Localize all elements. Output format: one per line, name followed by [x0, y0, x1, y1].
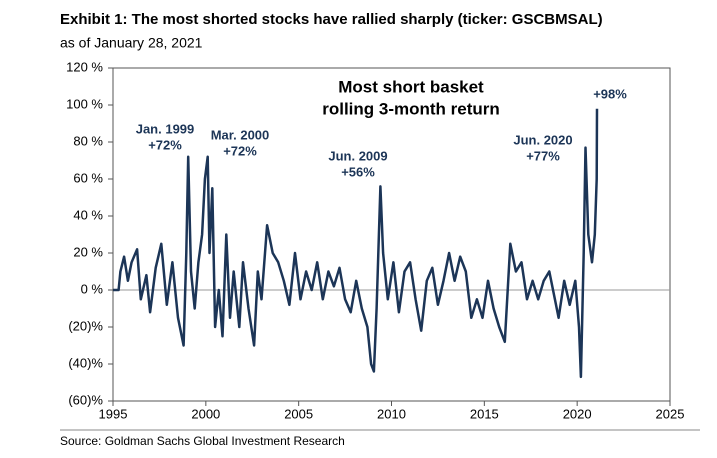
y-tick-label: 60 %	[73, 170, 103, 185]
x-tick-label: 2020	[563, 406, 592, 421]
annotation: Most short basket	[338, 77, 484, 96]
source: Source: Goldman Sachs Global Investment …	[60, 434, 345, 448]
annotation: Jan. 1999	[136, 121, 195, 136]
x-tick-label: 2005	[284, 406, 313, 421]
x-tick-label: 2025	[656, 406, 685, 421]
chart-title: Exhibit 1: The most shorted stocks have …	[60, 11, 603, 28]
y-tick-label: 0 %	[81, 281, 104, 296]
x-tick-label: 1995	[99, 406, 128, 421]
x-tick-label: 2010	[377, 406, 406, 421]
annotation: +72%	[223, 143, 257, 158]
annotation: Jun. 2020	[513, 132, 572, 147]
annotation: Jun. 2009	[328, 148, 387, 163]
annotation: Mar. 2000	[211, 127, 270, 142]
annotation: +72%	[148, 137, 182, 152]
y-tick-label: (60)%	[68, 392, 103, 407]
y-tick-label: 120 %	[66, 59, 103, 74]
x-tick-label: 2000	[191, 406, 220, 421]
y-tick-label: 100 %	[66, 96, 103, 111]
annotation: +77%	[526, 148, 560, 163]
y-tick-label: 20 %	[73, 244, 103, 259]
series-line	[113, 108, 599, 379]
annotation: +56%	[341, 164, 375, 179]
annotation: rolling 3-month return	[322, 99, 500, 118]
y-tick-label: (40)%	[68, 355, 103, 370]
x-tick-label: 2015	[470, 406, 499, 421]
y-tick-label: 40 %	[73, 207, 103, 222]
chart-subtitle: as of January 28, 2021	[60, 35, 203, 51]
y-tick-label: (20)%	[68, 318, 103, 333]
annotation: +98%	[593, 86, 627, 101]
y-tick-label: 80 %	[73, 133, 103, 148]
